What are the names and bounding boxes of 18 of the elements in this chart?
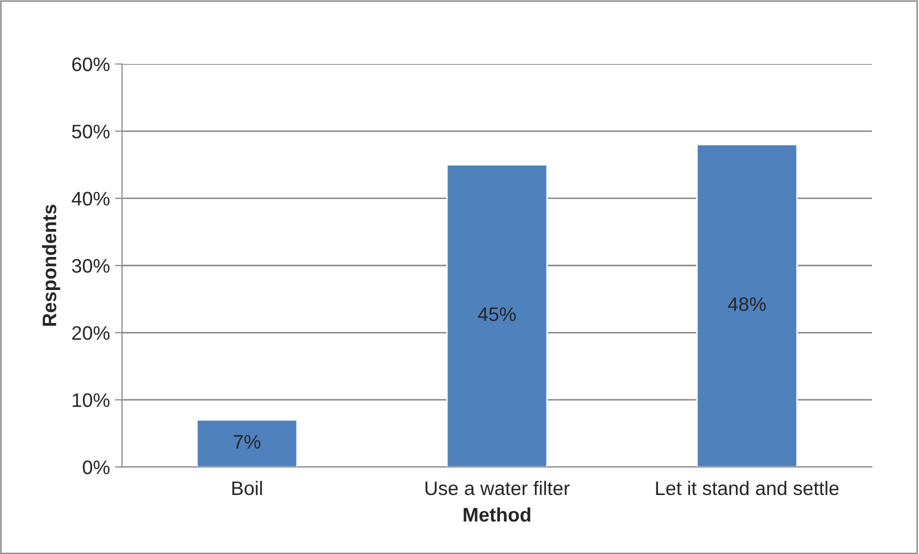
x-tick-label: Boil <box>232 480 262 496</box>
y-tick-label: 60% <box>72 57 110 72</box>
x-tick-label: Use a water filter <box>426 480 570 496</box>
x-tick-label: Let it stand and settle <box>656 480 839 496</box>
y-axis-title: Respondents <box>42 204 60 326</box>
y-tick-label: 10% <box>72 393 110 408</box>
bar <box>196 419 298 467</box>
y-tick-label: 50% <box>72 124 110 138</box>
bar <box>696 144 798 467</box>
data-label: 45% <box>478 307 516 322</box>
y-tick-label: 30% <box>72 258 110 273</box>
x-axis-title: Method <box>464 507 530 522</box>
y-tick-label: 0% <box>82 460 110 474</box>
data-label: 7% <box>234 435 260 449</box>
data-label: 48% <box>728 297 766 312</box>
y-tick-label: 40% <box>72 192 110 206</box>
y-tick-label: 20% <box>72 326 110 340</box>
bar <box>446 164 548 467</box>
